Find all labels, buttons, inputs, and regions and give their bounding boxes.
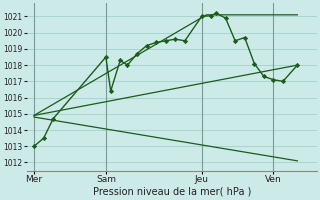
X-axis label: Pression niveau de la mer( hPa ): Pression niveau de la mer( hPa ) (92, 187, 251, 197)
